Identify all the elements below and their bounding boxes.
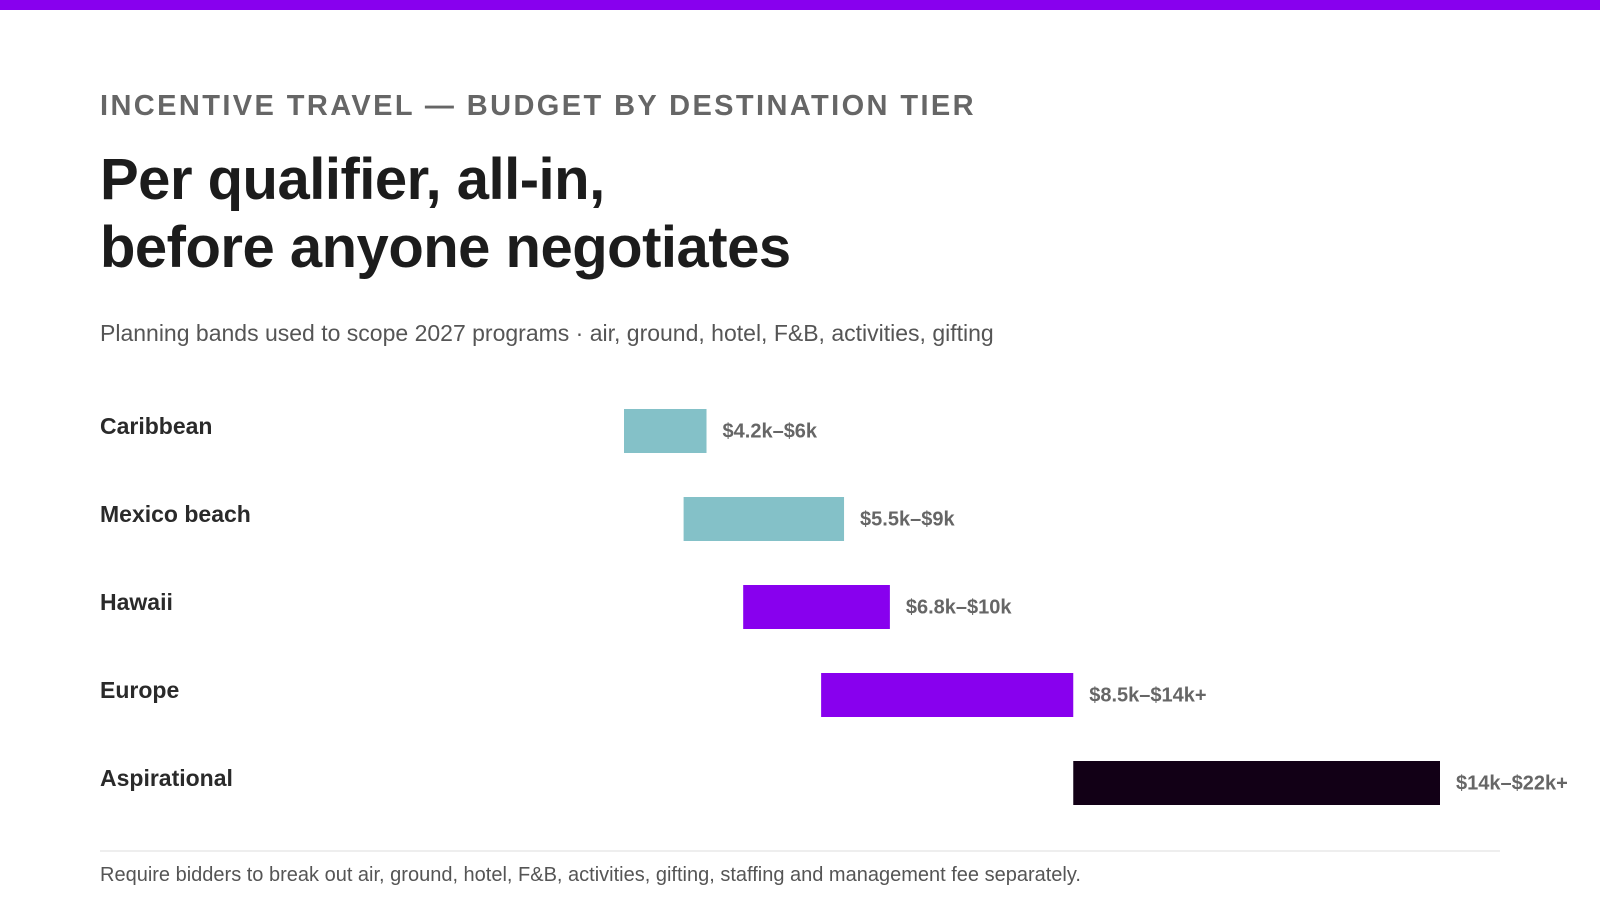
top-accent-bar — [0, 0, 1600, 10]
footer-divider — [100, 850, 1500, 852]
page-title-line-1: Per qualifier, all-in, — [100, 147, 605, 212]
value-label-aspirational: $14k–$22k+ — [1456, 772, 1568, 794]
category-label-europe: Europe — [100, 677, 179, 703]
budget-range-chart: Caribbean $4.2k–$6k Mexico beach $5.5k–$9k H… — [100, 409, 1568, 805]
range-bar-caribbean — [624, 409, 707, 453]
category-label-caribbean: Caribbean — [100, 413, 212, 439]
subtitle: Planning bands used to scope 2027 progra… — [100, 320, 994, 346]
value-label-hawaii: $6.8k–$10k — [906, 596, 1013, 618]
footnote: Require bidders to break out air, ground… — [100, 864, 1081, 886]
page-title: Per qualifier, all-in, before anyone neg… — [100, 146, 791, 282]
range-bar-aspirational — [1073, 761, 1440, 805]
value-label-europe: $8.5k–$14k+ — [1089, 684, 1206, 706]
eyebrow: INCENTIVE TRAVEL — BUDGET BY DESTINATION… — [100, 90, 977, 122]
page-title-line-2: before anyone negotiates — [100, 215, 791, 280]
value-label-caribbean: $4.2k–$6k — [723, 420, 818, 442]
category-label-aspirational: Aspirational — [100, 765, 233, 791]
range-bar-europe — [821, 673, 1074, 717]
category-label-hawaii: Hawaii — [100, 589, 173, 615]
category-label-mexico-beach: Mexico beach — [100, 501, 251, 527]
value-label-mexico-beach: $5.5k–$9k — [860, 508, 955, 530]
range-bar-mexico-beach — [683, 497, 845, 541]
range-bar-hawaii — [743, 585, 890, 629]
